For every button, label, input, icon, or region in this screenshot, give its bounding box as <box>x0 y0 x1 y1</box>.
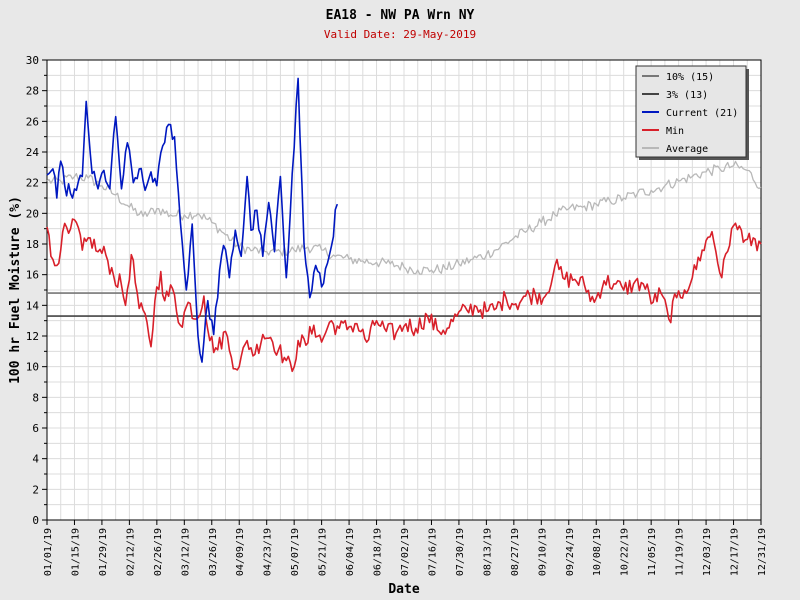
y-tick-label: 0 <box>32 514 39 527</box>
series-line-current <box>46 77 339 363</box>
x-tick-label: 04/23/19 <box>263 528 274 576</box>
x-tick-label: 11/19/19 <box>675 528 686 576</box>
x-tick-label: 01/01/19 <box>43 528 54 576</box>
x-tick-label: 07/30/19 <box>455 528 466 576</box>
x-tick-label: 10/08/19 <box>592 528 603 576</box>
x-tick-label: 05/21/19 <box>318 528 329 576</box>
legend-label-avg: Average <box>666 144 708 155</box>
x-tick-label: 07/02/19 <box>400 528 411 576</box>
x-tick-label: 05/07/19 <box>290 528 301 576</box>
y-tick-label: 20 <box>26 207 39 220</box>
y-tick-label: 12 <box>26 330 39 343</box>
x-tick-label: 12/31/19 <box>757 528 768 576</box>
y-tick-label: 2 <box>32 483 39 496</box>
y-tick-label: 18 <box>26 238 39 251</box>
x-tick-label: 01/15/19 <box>70 528 81 576</box>
x-tick-label: 09/10/19 <box>537 528 548 576</box>
y-tick-label: 10 <box>26 361 39 374</box>
x-tick-label: 06/04/19 <box>345 528 356 576</box>
series-line-min <box>46 218 762 373</box>
y-tick-label: 16 <box>26 269 39 282</box>
legend-label-current: Current (21) <box>666 108 738 119</box>
y-tick-label: 6 <box>32 422 39 435</box>
x-tick-label: 08/13/19 <box>482 528 493 576</box>
y-tick-label: 28 <box>26 85 39 98</box>
x-tick-label: 08/27/19 <box>510 528 521 576</box>
y-tick-label: 26 <box>26 115 39 128</box>
y-axis-label: 100 hr Fuel Moisture (%) <box>8 196 23 384</box>
chart-title: EA18 - NW PA Wrn NY <box>326 8 475 23</box>
x-tick-label: 12/17/19 <box>730 528 741 576</box>
series-line-avg <box>46 160 762 275</box>
legend-label-min: Min <box>666 126 684 137</box>
x-tick-label: 03/26/19 <box>208 528 219 576</box>
y-tick-label: 8 <box>32 391 39 404</box>
y-tick-label: 14 <box>26 299 40 312</box>
chart-subtitle: Valid Date: 29-May-2019 <box>324 28 476 41</box>
legend: 10% (15) 3% (13) Current (21) Min Average <box>635 65 749 160</box>
x-tick-label: 02/12/19 <box>125 528 136 576</box>
y-tick-label: 4 <box>32 453 39 466</box>
x-tick-label: 11/05/19 <box>647 528 658 576</box>
x-tick-label: 09/24/19 <box>565 528 576 576</box>
y-tick-label: 22 <box>26 177 39 190</box>
plot-frame <box>46 59 762 521</box>
legend-label-p3: 3% (13) <box>666 90 708 101</box>
x-tick-label: 03/12/19 <box>180 528 191 576</box>
legend-label-p10: 10% (15) <box>666 72 714 83</box>
x-axis-label: Date <box>388 582 419 597</box>
x-tick-label: 12/03/19 <box>702 528 713 576</box>
x-tick-label: 02/26/19 <box>153 528 164 576</box>
x-tick-label: 06/18/19 <box>373 528 384 576</box>
x-tick-label: 01/29/19 <box>98 528 109 576</box>
x-tick-label: 10/22/19 <box>620 528 631 576</box>
x-tick-label: 04/09/19 <box>235 528 246 576</box>
y-tick-label: 30 <box>26 54 39 67</box>
y-tick-label: 24 <box>26 146 40 159</box>
x-tick-label: 07/16/19 <box>427 528 438 576</box>
